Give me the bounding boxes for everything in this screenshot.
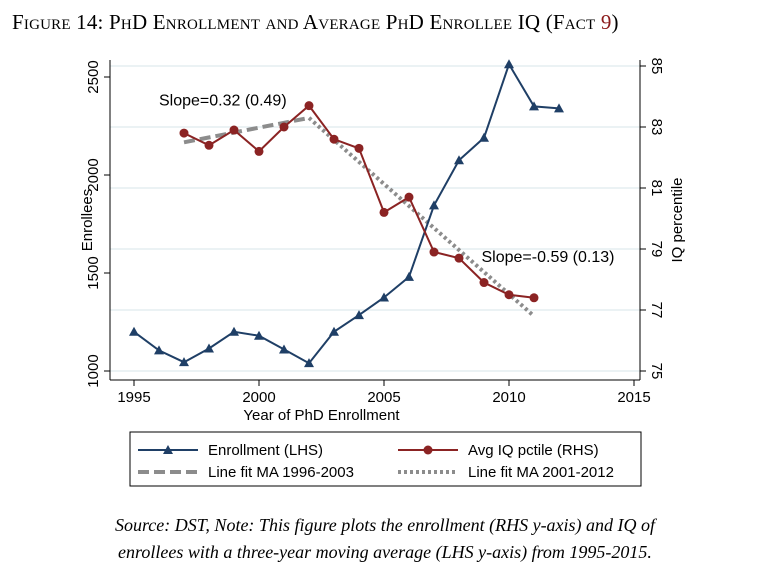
iq-point — [379, 207, 389, 217]
legend: Enrollment (LHS) Avg IQ pctile (RHS) Line … — [129, 431, 642, 487]
iq-point — [504, 290, 514, 300]
slope-annotation-early: Slope=0.32 (0.49) — [159, 92, 287, 109]
chart: 1995 2000 2005 2010 2015 Year of PhD Enrollme… — [79, 58, 686, 487]
y-right-tick-label: 83 — [648, 119, 665, 136]
iq-point — [529, 293, 539, 303]
x-tick-label: 2015 — [617, 389, 650, 406]
y-right-tick-label: 81 — [648, 180, 665, 197]
caption-line-1: Source: DST, Note: This figure plots the… — [114, 515, 656, 535]
enrollment-point — [154, 345, 164, 355]
enrollment-point — [429, 200, 439, 210]
fit-line-2001-2012 — [307, 116, 536, 318]
fit-lines — [183, 115, 536, 318]
iq-point — [429, 247, 439, 257]
x-tick-label: 1995 — [117, 389, 150, 406]
iq-point — [329, 134, 339, 144]
x-tick-label: 2010 — [492, 389, 525, 406]
enrollment-point — [554, 103, 564, 113]
enrollment-point — [379, 292, 389, 302]
legend-swatch-marker — [163, 445, 173, 454]
y-right-tick-label: 75 — [648, 363, 665, 380]
enrollment-point — [254, 330, 264, 340]
enrollment-point — [229, 326, 239, 336]
slope-annotation-late: Slope=-0.59 (0.13) — [482, 249, 615, 266]
y-right-tick-label: 77 — [648, 302, 665, 319]
figure-title-close: ) — [611, 10, 619, 34]
y-left-axis-label: Enrollees — [79, 189, 96, 252]
figure-title-main: Figure 14: PhD Enrollment and Average Ph… — [12, 10, 601, 34]
iq-point — [354, 143, 364, 153]
y-left-tick-label: 1000 — [85, 354, 102, 387]
enrollment-point — [354, 310, 364, 320]
x-tick-label: 2000 — [242, 389, 275, 406]
enrollment-point — [479, 132, 489, 142]
fit-line-1996-2003 — [183, 115, 310, 145]
figure-caption: Source: DST, Note: This figure plots the… — [0, 512, 770, 566]
y-left-tick-label: 1500 — [85, 256, 102, 289]
iq-point — [229, 125, 239, 135]
series-markers — [129, 59, 564, 368]
y-right-tick-label: 85 — [648, 58, 665, 75]
y-right-tick-label: 79 — [648, 241, 665, 258]
legend-box — [129, 431, 642, 487]
enrollment-point — [529, 101, 539, 111]
y-left-tick-label: 2500 — [85, 60, 102, 93]
enrollment-point — [504, 59, 514, 69]
x-tick-label: 2005 — [367, 389, 400, 406]
caption-line-2: enrollees with a three-year moving avera… — [118, 542, 652, 562]
fact-reference-link[interactable]: 9 — [600, 10, 612, 34]
enrollment-point — [404, 271, 414, 281]
enrollment-point — [329, 326, 339, 336]
y-right-axis-label: IQ percentile — [669, 177, 686, 262]
legend-item-fit-2001-2012: Line fit MA 2001-2012 — [468, 464, 614, 481]
enrollment-point — [129, 326, 139, 336]
enrollment-line — [133, 61, 560, 365]
figure-title: Figure 14: PhD Enrollment and Average Ph… — [12, 10, 762, 35]
gridlines — [110, 65, 640, 372]
iq-point — [404, 192, 414, 202]
enrollment-point — [304, 358, 314, 368]
iq-point — [204, 140, 214, 150]
enrollment-point — [454, 155, 464, 165]
legend-item-enrollment: Enrollment (LHS) — [208, 442, 323, 459]
x-axis-label: Year of PhD Enrollment — [243, 407, 400, 424]
annotations: Slope=0.32 (0.49) Slope=-0.59 (0.13) — [159, 92, 614, 266]
enrollment-point — [204, 343, 214, 353]
iq-point — [454, 253, 464, 263]
legend-swatch-marker — [423, 445, 433, 455]
enrollment-point — [179, 357, 189, 367]
iq-point — [179, 128, 189, 138]
iq-point — [254, 146, 264, 156]
axes: 1995 2000 2005 2010 2015 Year of PhD Enrollme… — [79, 58, 686, 424]
iq-point — [304, 101, 314, 111]
iq-point — [479, 278, 489, 288]
enrollment-point — [279, 344, 289, 354]
y-left-tick-label: 2000 — [85, 158, 102, 191]
legend-item-fit-1996-2003: Line fit MA 1996-2003 — [208, 464, 354, 481]
iq-point — [279, 122, 289, 132]
legend-item-iq: Avg IQ pctile (RHS) — [468, 442, 599, 459]
